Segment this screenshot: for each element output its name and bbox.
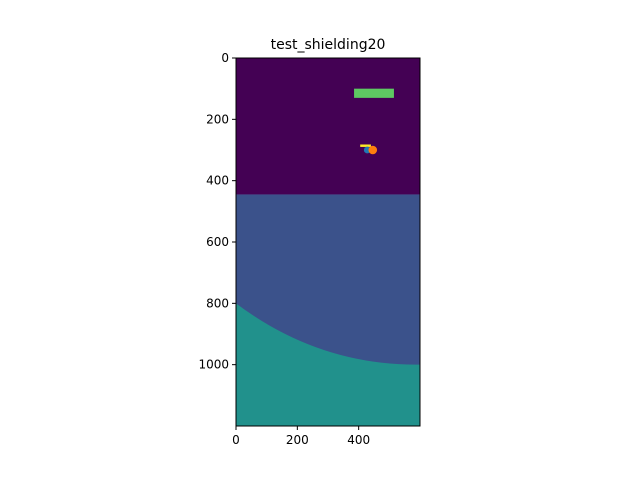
region-orange-dot xyxy=(368,145,378,155)
y-tick-label: 1000 xyxy=(198,358,229,372)
region-background-top xyxy=(236,58,420,195)
chart-title: test_shielding20 xyxy=(271,37,386,53)
y-tick-label: 800 xyxy=(206,296,229,310)
x-tick-label: 0 xyxy=(232,433,240,447)
region-bottom-curved-layer xyxy=(236,303,420,426)
x-axis: 0 200 400 xyxy=(232,426,370,447)
y-tick-label: 400 xyxy=(206,174,229,188)
region-green-bar xyxy=(354,88,394,98)
y-tick-label: 600 xyxy=(206,235,229,249)
axes-frame xyxy=(235,57,421,427)
plot-area xyxy=(236,58,420,426)
y-axis: 0 200 400 600 800 1000 xyxy=(198,51,236,372)
y-tick-label: 0 xyxy=(221,51,229,65)
x-tick-label: 200 xyxy=(286,433,309,447)
region-yellow-dash xyxy=(360,144,371,147)
x-tick-label: 400 xyxy=(347,433,370,447)
y-tick-label: 200 xyxy=(206,112,229,126)
